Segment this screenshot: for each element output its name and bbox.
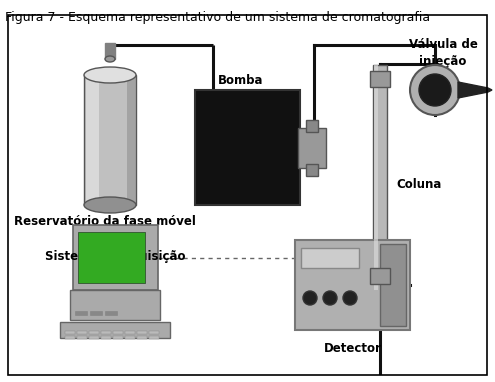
Ellipse shape bbox=[84, 67, 136, 83]
Text: Detector: Detector bbox=[324, 342, 382, 355]
Bar bbox=[101, 331, 111, 334]
Bar bbox=[86, 75, 99, 205]
Bar bbox=[113, 331, 123, 334]
Bar bbox=[306, 120, 318, 131]
Bar bbox=[137, 331, 147, 334]
Bar bbox=[370, 268, 390, 284]
Bar bbox=[105, 43, 115, 59]
Bar bbox=[149, 331, 159, 334]
Bar bbox=[306, 163, 318, 175]
Text: Figura 7 - Esquema representativo de um sistema de cromatografia: Figura 7 - Esquema representativo de um … bbox=[5, 11, 430, 24]
Bar bbox=[105, 311, 117, 315]
Bar bbox=[90, 311, 102, 315]
Bar bbox=[89, 331, 99, 334]
Bar bbox=[113, 336, 123, 339]
Bar bbox=[370, 71, 390, 87]
Bar bbox=[295, 240, 410, 330]
Bar bbox=[101, 336, 111, 339]
Bar bbox=[195, 90, 300, 205]
Circle shape bbox=[343, 291, 357, 305]
Text: Coluna: Coluna bbox=[396, 178, 442, 191]
Bar bbox=[77, 331, 87, 334]
Ellipse shape bbox=[105, 56, 115, 62]
Circle shape bbox=[323, 291, 337, 305]
Bar bbox=[125, 336, 135, 339]
Text: Reservatório da fase móvel: Reservatório da fase móvel bbox=[14, 215, 196, 228]
Bar bbox=[109, 290, 121, 300]
Bar bbox=[301, 248, 359, 268]
Polygon shape bbox=[458, 82, 492, 98]
Bar bbox=[70, 290, 160, 320]
Bar bbox=[77, 336, 87, 339]
Bar bbox=[65, 336, 75, 339]
Bar bbox=[84, 75, 136, 205]
Bar bbox=[380, 244, 406, 326]
Bar bbox=[72, 225, 157, 290]
Bar bbox=[75, 311, 87, 315]
Text: Válvula de
injeção: Válvula de injeção bbox=[408, 38, 478, 68]
Bar bbox=[298, 128, 326, 167]
Bar bbox=[374, 65, 378, 290]
Text: Sistema de aquisição
de dados: Sistema de aquisição de dados bbox=[45, 250, 185, 280]
Bar bbox=[125, 331, 135, 334]
Bar bbox=[127, 75, 136, 205]
Text: Bomba: Bomba bbox=[217, 74, 263, 87]
Bar bbox=[373, 65, 387, 290]
Bar bbox=[78, 232, 145, 283]
Bar bbox=[65, 331, 75, 334]
Ellipse shape bbox=[84, 197, 136, 213]
Bar bbox=[60, 322, 170, 338]
Circle shape bbox=[419, 74, 451, 106]
Bar bbox=[137, 336, 147, 339]
Circle shape bbox=[410, 65, 460, 115]
Bar bbox=[89, 336, 99, 339]
Circle shape bbox=[303, 291, 317, 305]
Bar bbox=[149, 336, 159, 339]
